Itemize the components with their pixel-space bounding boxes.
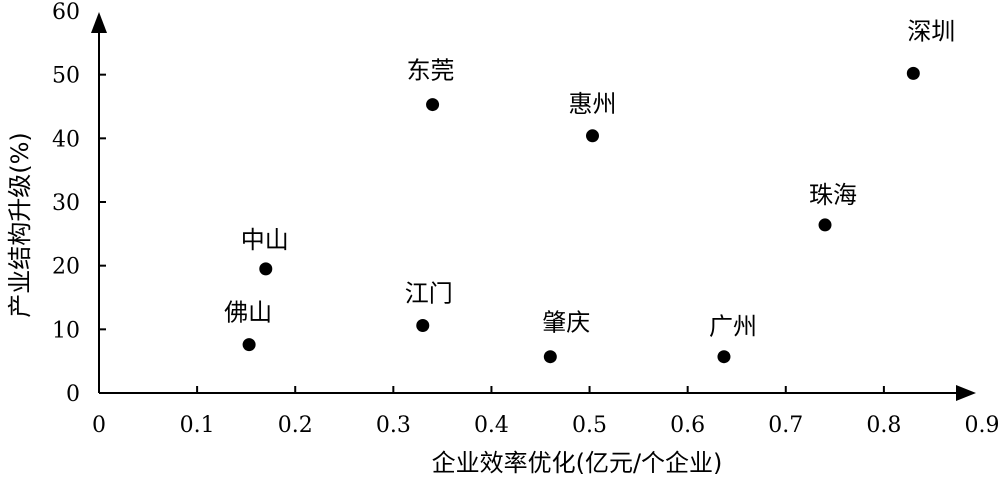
- x-tick-label: 0.8: [866, 413, 901, 438]
- data-point-label: 珠海: [809, 181, 857, 209]
- data-point-label: 江门: [405, 280, 453, 308]
- data-point: [242, 338, 256, 352]
- x-tick-label: 0.9: [965, 413, 1000, 438]
- data-point-label: 肇庆: [542, 309, 590, 337]
- data-point: [416, 319, 430, 333]
- data-point: [585, 129, 599, 143]
- x-tick-label: 0.5: [572, 413, 607, 438]
- x-axis-arrow: [956, 385, 976, 401]
- y-tick-label: 60: [52, 0, 80, 25]
- axes: [91, 12, 976, 401]
- x-tick-label: 0.1: [180, 413, 215, 438]
- x-tick-label: 0.2: [278, 413, 313, 438]
- y-tick-label: 40: [52, 127, 80, 152]
- y-tick-label: 50: [52, 64, 80, 89]
- data-point: [426, 98, 440, 112]
- data-point-label: 佛山: [224, 299, 272, 327]
- x-tick-label: 0.4: [474, 413, 509, 438]
- x-tick-label: 0.3: [376, 413, 411, 438]
- data-point-label: 惠州: [568, 90, 616, 118]
- data-point: [818, 218, 832, 232]
- data-point-label: 东莞: [407, 57, 455, 85]
- x-tick-label: 0.7: [768, 413, 803, 438]
- y-axis-arrow: [91, 12, 107, 33]
- x-tick-label: 0.6: [670, 413, 705, 438]
- data-point-label: 广州: [709, 313, 757, 341]
- data-point-label: 深圳: [907, 17, 955, 45]
- data-point: [259, 262, 273, 276]
- y-tick-label: 10: [52, 318, 80, 343]
- ticks: 0 0.1 0.2 0.3 0.4 0.5 0.6 0.7 0.8 0.9 0 10 20 30 40 50 6…: [52, 0, 1000, 438]
- x-axis-title: 企业效率优化(亿元/个企业): [432, 449, 723, 477]
- data-point: [906, 66, 920, 80]
- y-axis-title: 产业结构升级(%): [6, 132, 34, 318]
- x-tick-label: 0: [92, 413, 106, 438]
- data-point: [717, 350, 731, 364]
- data-point-label: 中山: [241, 226, 289, 254]
- y-tick-label: 20: [52, 255, 80, 280]
- data-point: [543, 350, 557, 364]
- y-tick-label: 0: [66, 382, 80, 407]
- y-tick-label: 30: [52, 191, 80, 216]
